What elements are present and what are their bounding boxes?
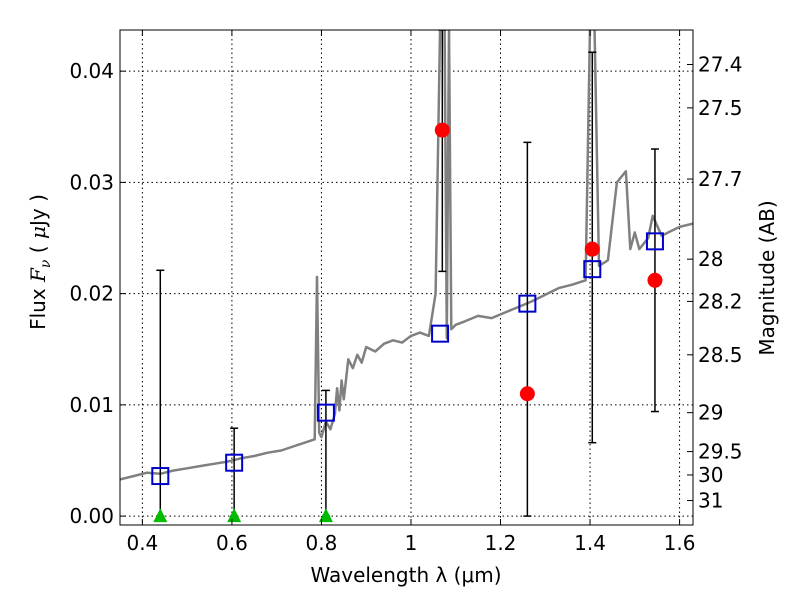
y2-tick-label: 31 [698, 489, 723, 513]
x-tick-label: 1.2 [485, 531, 517, 555]
y2-tick-label: 27.4 [698, 52, 743, 76]
ticks: 0.4 0.6 0.8 1 1.2 1.4 1.6 0.00 0.01 0.02 0.03 0.04 2… [69, 30, 743, 555]
plot-frame [119, 29, 694, 526]
y2-tick-label: 27.5 [698, 96, 743, 120]
y2-tick-label: 28.5 [698, 343, 743, 367]
spectrum-line [120, 30, 693, 481]
green-triangle-point [318, 508, 333, 523]
y2-tick-label: 28 [698, 247, 723, 271]
red-circle-point [519, 386, 535, 402]
y-tick-label: 0.03 [69, 170, 114, 194]
y-tick-label: 0.01 [69, 393, 114, 417]
x-axis-label: Wavelength λ (μm) [310, 563, 501, 587]
red-circle-point [434, 122, 450, 138]
y2-tick-label: 30 [698, 463, 723, 487]
red-circle-point [584, 241, 600, 257]
x-tick-label: 0.8 [306, 531, 338, 555]
x-tick-label: 1.4 [574, 531, 606, 555]
blue-square-point [583, 260, 602, 279]
y2-tick-label: 28.2 [698, 289, 743, 313]
y2-tick-label: 27.7 [698, 167, 743, 191]
y2-tick-label: 29.5 [698, 440, 743, 464]
blue-square-point [645, 232, 664, 251]
y-axis-label: Flux Fν ( μJy ) [26, 194, 54, 330]
blue-square-point [316, 403, 335, 422]
grid [120, 30, 693, 525]
y-tick-label: 0.04 [69, 59, 114, 83]
blue-square-point [518, 294, 537, 313]
y-tick-label: 0.02 [69, 282, 114, 306]
axes-frame [119, 29, 694, 526]
green-triangle-point [153, 508, 168, 523]
x-tick-label: 1.6 [664, 531, 696, 555]
y-tick-label: 0.00 [69, 504, 114, 528]
y2-tick-label: 29 [698, 401, 723, 425]
x-tick-label: 1 [405, 531, 418, 555]
x-tick-label: 0.4 [126, 531, 158, 555]
y2-axis-label: Magnitude (AB) [755, 200, 779, 355]
blue-square-point [225, 453, 244, 472]
red-circle-point [647, 272, 663, 288]
green-triangle-point [227, 508, 242, 523]
series-layer [120, 30, 693, 523]
x-tick-label: 0.6 [216, 531, 248, 555]
blue-square-point [151, 467, 170, 486]
blue-square-point [431, 324, 450, 343]
